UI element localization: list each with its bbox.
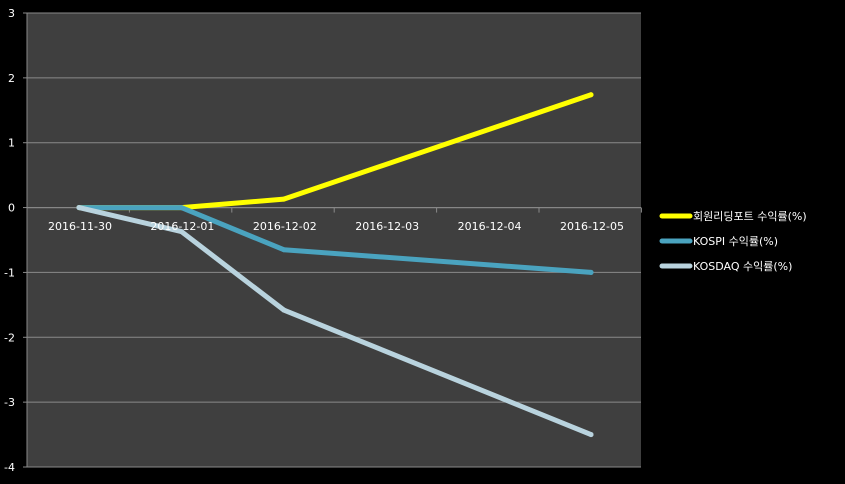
legend: 회원리딩포트 수익률(%) KOSPI 수익률(%) KOSDAQ 수익률(%) bbox=[659, 210, 807, 273]
x-tick-label: 2016-12-01 bbox=[150, 220, 214, 233]
x-tick-label: 2016-12-04 bbox=[458, 220, 522, 233]
x-tick-label: 2016-12-05 bbox=[560, 220, 624, 233]
y-tick-label: 0 bbox=[8, 202, 15, 215]
x-tick-label: 2016-11-30 bbox=[48, 220, 112, 233]
x-tick-labels: 2016-11-30 2016-12-01 2016-12-02 2016-12-03… bbox=[48, 220, 624, 233]
y-tick-label: 3 bbox=[8, 7, 15, 20]
legend-label: KOSDAQ 수익률(%) bbox=[693, 260, 792, 273]
x-tick-label: 2016-12-03 bbox=[355, 220, 419, 233]
y-tick-label: 1 bbox=[8, 137, 15, 150]
data-point bbox=[76, 205, 82, 211]
y-tick-label: -3 bbox=[4, 396, 15, 409]
data-point bbox=[178, 205, 184, 211]
data-point bbox=[178, 229, 184, 235]
legend-label: 회원리딩포트 수익률(%) bbox=[693, 210, 807, 223]
axes: 3 2 1 0 -1 -2 -3 -4 bbox=[4, 7, 642, 474]
data-point bbox=[588, 269, 594, 275]
data-point bbox=[281, 196, 287, 202]
legend-label: KOSPI 수익률(%) bbox=[693, 235, 778, 248]
x-tick-label: 2016-12-02 bbox=[253, 220, 317, 233]
series-line bbox=[76, 205, 594, 438]
data-point bbox=[588, 432, 594, 438]
data-point bbox=[281, 247, 287, 253]
series-lines bbox=[76, 92, 594, 438]
y-tick-label: -2 bbox=[4, 331, 15, 344]
series-line bbox=[76, 205, 594, 275]
data-point bbox=[281, 307, 287, 313]
y-tick-label: -1 bbox=[4, 266, 15, 279]
y-tick-label: 2 bbox=[8, 72, 15, 85]
data-point bbox=[588, 92, 594, 98]
y-tick-label: -4 bbox=[4, 461, 15, 474]
plot-area bbox=[27, 13, 641, 467]
